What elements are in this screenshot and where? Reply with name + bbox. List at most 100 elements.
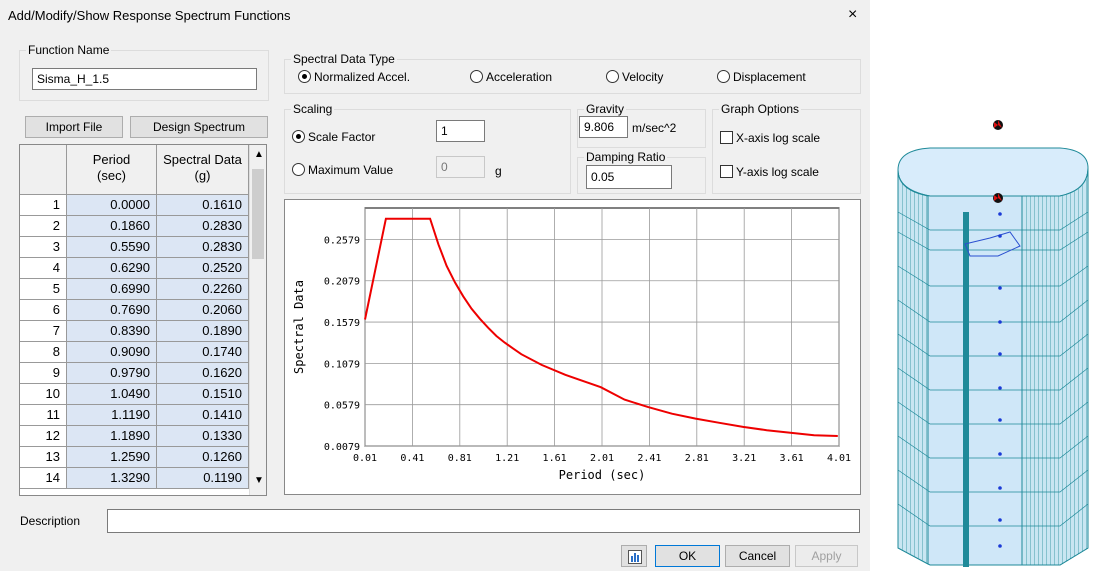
row-number[interactable]: 7 bbox=[20, 321, 67, 342]
y-log-scale-checkbox[interactable]: Y-axis log scale bbox=[720, 165, 819, 179]
gravity-input[interactable] bbox=[579, 116, 628, 138]
acceleration-radio[interactable]: Acceleration bbox=[470, 70, 552, 84]
function-name-input[interactable] bbox=[32, 68, 257, 90]
row-number[interactable]: 13 bbox=[20, 447, 67, 468]
ok-button[interactable]: OK bbox=[655, 545, 720, 567]
spectral-column-header: Spectral Data (g) bbox=[157, 145, 249, 195]
spectral-data-cell[interactable]: 0.2060 bbox=[157, 300, 249, 321]
row-number[interactable]: 14 bbox=[20, 468, 67, 489]
period-cell[interactable]: 1.1890 bbox=[67, 426, 157, 447]
spectral-data-cell[interactable]: 0.1190 bbox=[157, 468, 249, 489]
period-cell[interactable]: 0.1860 bbox=[67, 216, 157, 237]
acceleration-label: Acceleration bbox=[486, 70, 553, 84]
period-cell[interactable]: 1.3290 bbox=[67, 468, 157, 489]
spectral-data-cell[interactable]: 0.1260 bbox=[157, 447, 249, 468]
period-cell[interactable]: 0.8390 bbox=[67, 321, 157, 342]
graph-options-legend: Graph Options bbox=[721, 102, 800, 116]
description-input[interactable] bbox=[107, 509, 860, 533]
row-number[interactable]: 3 bbox=[20, 237, 67, 258]
y-tick-label: 0.1579 bbox=[324, 318, 360, 329]
response-spectrum-dialog: Add/Modify/Show Response Spectrum Functi… bbox=[0, 0, 870, 571]
spectral-data-cell[interactable]: 0.1510 bbox=[157, 384, 249, 405]
row-number[interactable]: 11 bbox=[20, 405, 67, 426]
close-icon[interactable]: × bbox=[848, 6, 858, 23]
period-cell[interactable]: 1.0490 bbox=[67, 384, 157, 405]
cancel-button[interactable]: Cancel bbox=[725, 545, 790, 567]
dialog-title: Add/Modify/Show Response Spectrum Functi… bbox=[8, 8, 291, 23]
period-cell[interactable]: 0.7690 bbox=[67, 300, 157, 321]
period-cell[interactable]: 1.1190 bbox=[67, 405, 157, 426]
spectral-data-cell[interactable]: 0.1740 bbox=[157, 342, 249, 363]
graph-options-group: Graph Options bbox=[712, 102, 861, 194]
x-tick-label: 0.41 bbox=[400, 453, 424, 464]
chart-export-button[interactable] bbox=[621, 545, 647, 567]
maximum-value-radio[interactable]: Maximum Value bbox=[292, 163, 393, 177]
radio-icon bbox=[470, 70, 483, 83]
x-log-scale-checkbox[interactable]: X-axis log scale bbox=[720, 131, 820, 145]
x-tick-label: 2.01 bbox=[590, 453, 614, 464]
maximum-value-label: Maximum Value bbox=[308, 163, 394, 177]
y-tick-label: 0.0079 bbox=[324, 442, 360, 453]
spectral-data-cell[interactable]: 0.2520 bbox=[157, 258, 249, 279]
gravity-unit: m/sec^2 bbox=[632, 121, 677, 135]
period-cell[interactable]: 1.2590 bbox=[67, 447, 157, 468]
spectrum-plot: 0.01 0.41 0.81 1.21 1.61 2.01 2.41 2.81 3.21 3.61… bbox=[284, 199, 861, 495]
chart-icon bbox=[628, 550, 642, 564]
row-number[interactable]: 8 bbox=[20, 342, 67, 363]
table-corner bbox=[20, 145, 67, 195]
displacement-label: Displacement bbox=[733, 70, 806, 84]
damping-ratio-input[interactable] bbox=[586, 165, 672, 189]
maximum-value-input[interactable] bbox=[436, 156, 485, 178]
scale-factor-radio[interactable]: Scale Factor bbox=[292, 130, 375, 144]
period-cell[interactable]: 0.5590 bbox=[67, 237, 157, 258]
spectral-data-cell[interactable]: 0.2830 bbox=[157, 237, 249, 258]
row-number[interactable]: 4 bbox=[20, 258, 67, 279]
period-cell[interactable]: 0.0000 bbox=[67, 195, 157, 216]
period-cell[interactable]: 0.9090 bbox=[67, 342, 157, 363]
row-number[interactable]: 1 bbox=[20, 195, 67, 216]
y-tick-label: 0.2579 bbox=[324, 235, 360, 246]
spectral-header-unit: (g) bbox=[194, 168, 211, 183]
velocity-radio[interactable]: Velocity bbox=[606, 70, 663, 84]
spectral-data-cell[interactable]: 0.2830 bbox=[157, 216, 249, 237]
row-number[interactable]: 2 bbox=[20, 216, 67, 237]
table-scrollbar[interactable]: ▲ ▼ bbox=[249, 145, 266, 495]
row-number[interactable]: 12 bbox=[20, 426, 67, 447]
model-viewport[interactable] bbox=[870, 0, 1100, 571]
period-cell[interactable]: 0.6990 bbox=[67, 279, 157, 300]
gravity-group: Gravity bbox=[577, 102, 706, 148]
scale-factor-input[interactable] bbox=[436, 120, 485, 142]
damping-legend: Damping Ratio bbox=[586, 150, 666, 164]
scroll-up-icon[interactable]: ▲ bbox=[254, 149, 264, 160]
row-number[interactable]: 9 bbox=[20, 363, 67, 384]
scale-factor-label: Scale Factor bbox=[308, 130, 376, 144]
spectral-data-cell[interactable]: 0.2260 bbox=[157, 279, 249, 300]
row-number[interactable]: 10 bbox=[20, 384, 67, 405]
spectral-header-label: Spectral Data bbox=[163, 152, 242, 167]
spectral-data-cell[interactable]: 0.1620 bbox=[157, 363, 249, 384]
normalized-accel-radio[interactable]: Normalized Accel. bbox=[298, 70, 410, 84]
checkbox-icon bbox=[720, 165, 733, 178]
radio-icon bbox=[292, 163, 305, 176]
spectral-data-cell[interactable]: 0.1890 bbox=[157, 321, 249, 342]
checkbox-icon bbox=[720, 131, 733, 144]
maximum-value-unit: g bbox=[495, 164, 502, 178]
design-spectrum-button[interactable]: Design Spectrum bbox=[130, 116, 268, 138]
row-number[interactable]: 6 bbox=[20, 300, 67, 321]
period-header-unit: (sec) bbox=[97, 168, 126, 183]
scroll-down-icon[interactable]: ▼ bbox=[254, 475, 264, 486]
x-tick-label: 0.81 bbox=[448, 453, 472, 464]
function-name-legend: Function Name bbox=[28, 43, 110, 57]
spectral-data-cell[interactable]: 0.1330 bbox=[157, 426, 249, 447]
apply-button[interactable]: Apply bbox=[795, 545, 858, 567]
displacement-radio[interactable]: Displacement bbox=[717, 70, 806, 84]
spectral-data-cell[interactable]: 0.1610 bbox=[157, 195, 249, 216]
import-file-button[interactable]: Import File bbox=[25, 116, 123, 138]
period-cell[interactable]: 0.6290 bbox=[67, 258, 157, 279]
row-number[interactable]: 5 bbox=[20, 279, 67, 300]
spectrum-chart-svg: 0.01 0.41 0.81 1.21 1.61 2.01 2.41 2.81 3.21 3.61… bbox=[292, 207, 851, 482]
y-log-scale-label: Y-axis log scale bbox=[736, 165, 819, 179]
scroll-thumb[interactable] bbox=[252, 169, 264, 259]
spectral-data-cell[interactable]: 0.1410 bbox=[157, 405, 249, 426]
period-cell[interactable]: 0.9790 bbox=[67, 363, 157, 384]
